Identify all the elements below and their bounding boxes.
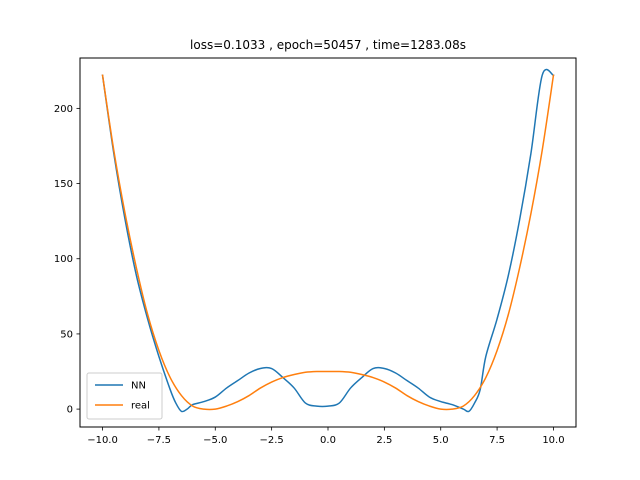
y-tick-label: 50: [60, 329, 73, 340]
series-line-nn: [101, 68, 555, 413]
legend-label-nn: NN: [131, 381, 146, 392]
y-tick-label: 200: [54, 104, 73, 115]
axis-ticks: −10.0 −7.5 −5.0 −2.5 0.0 2.5 5.0 7.5 10.0 0 50 100 1…: [54, 104, 565, 446]
x-tick-label: 2.5: [376, 435, 392, 446]
series-line-real: [101, 74, 555, 411]
x-tick-label: 0.0: [320, 435, 336, 446]
x-tick-label: −7.5: [147, 435, 171, 446]
y-tick-label: 150: [54, 179, 73, 190]
legend: NN real: [86, 372, 163, 420]
legend-box: [86, 372, 163, 420]
x-tick-label: −10.0: [87, 435, 118, 446]
x-tick-label: 5.0: [433, 435, 449, 446]
chart-title: loss=0.1033 , epoch=50457 , time=1283.08…: [190, 38, 466, 52]
x-tick-label: 7.5: [489, 435, 505, 446]
legend-label-real: real: [131, 401, 150, 412]
y-tick-label: 0: [67, 405, 73, 416]
x-tick-label: −5.0: [203, 435, 227, 446]
y-tick-label: 100: [54, 254, 73, 265]
x-tick-label: 10.0: [542, 435, 564, 446]
plot-area: [101, 68, 555, 413]
x-tick-label: −2.5: [259, 435, 283, 446]
